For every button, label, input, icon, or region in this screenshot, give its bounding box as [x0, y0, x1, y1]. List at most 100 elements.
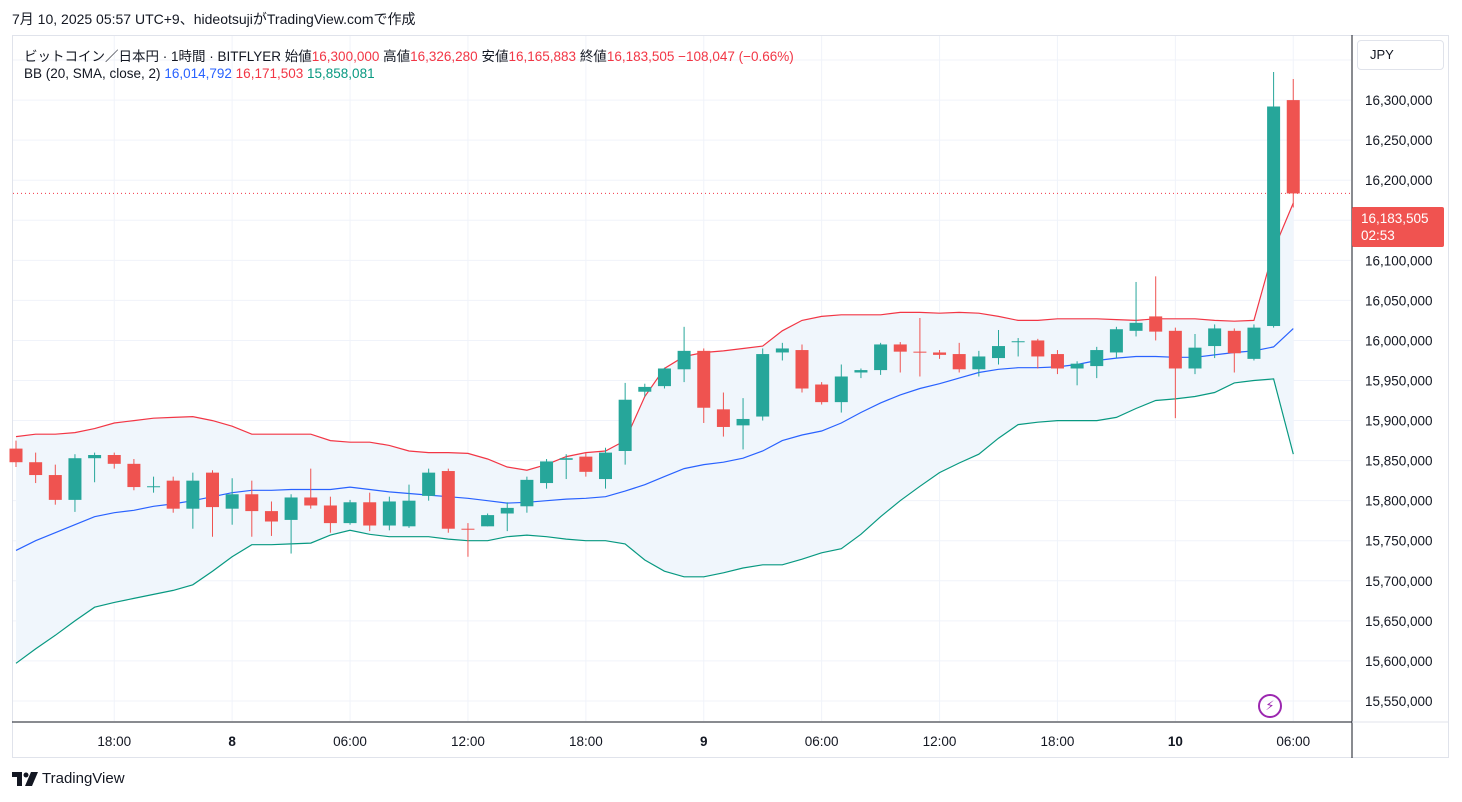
candle	[520, 476, 534, 513]
candle	[540, 459, 554, 489]
candle	[48, 464, 62, 505]
candle-body	[48, 475, 62, 500]
candle-body	[992, 346, 1005, 359]
time-tick-label: 06:00	[805, 734, 839, 749]
last-price-label: 16,183,505	[1361, 211, 1429, 226]
candle-body	[657, 368, 671, 387]
candle-body	[972, 356, 986, 370]
price-tick-label: 16,200,000	[1365, 173, 1433, 188]
candle-body	[166, 480, 180, 509]
candle	[343, 499, 357, 525]
candle	[1129, 281, 1143, 337]
candle	[186, 472, 200, 529]
open-label: 始値	[284, 49, 312, 64]
candle-body	[559, 458, 573, 460]
symbol-legend[interactable]: ビットコイン／日本円 · 1時間 · BITFLYER 始値16,300,000…	[24, 45, 794, 65]
candle	[382, 496, 396, 531]
open-value: 16,300,000	[311, 49, 380, 64]
bollinger-band-fill	[16, 203, 1294, 664]
price-axis[interactable]: 16,350,00016,300,00016,250,00016,200,000…	[1365, 53, 1433, 709]
symbol-name: ビットコイン／日本円 · 1時間 · BITFLYER	[24, 49, 282, 64]
candle-body	[795, 350, 809, 389]
candle-body	[1247, 327, 1261, 359]
candle	[815, 382, 829, 405]
candle	[481, 513, 495, 527]
bb-upper-line	[15, 202, 1294, 471]
change-value: −108,047 (−0.66%)	[678, 49, 794, 64]
time-tick-label: 18:00	[1041, 734, 1075, 749]
indicator-legend[interactable]: BB (20, SMA, close, 2) 16,014,792 16,171…	[24, 66, 375, 81]
candle	[402, 484, 416, 528]
candle	[9, 440, 23, 468]
candle-body	[736, 418, 750, 426]
candle-body	[618, 399, 632, 452]
time-axis[interactable]: 18:00 8 06:00 12:00 18:00 9 06:00 12:00 18:00 10 0…	[97, 734, 1310, 749]
candle-body	[225, 494, 239, 509]
high-label: 高値	[383, 49, 411, 64]
candle	[1267, 72, 1281, 328]
tv-logo-icon	[12, 771, 38, 786]
candle	[166, 476, 180, 513]
candle	[618, 382, 632, 465]
bb-upper-value: 16,171,503	[235, 66, 304, 81]
tradingview-logo[interactable]: TradingView	[12, 770, 125, 787]
candle	[599, 447, 612, 489]
candle-body	[9, 448, 23, 463]
time-tick-label: 8	[228, 734, 236, 749]
candle-body	[441, 471, 455, 529]
candle	[579, 452, 593, 477]
candle-body	[264, 511, 278, 522]
candle-body	[1031, 340, 1045, 357]
candle-body	[1168, 330, 1182, 369]
candle	[147, 476, 161, 493]
candle-body	[304, 497, 318, 506]
candle-body	[422, 472, 436, 496]
candle-body	[1011, 341, 1025, 343]
candle	[795, 344, 809, 393]
lightning-icon[interactable]: ⚡	[1258, 694, 1282, 718]
candle	[834, 364, 848, 413]
currency-button[interactable]: JPY	[1357, 40, 1444, 70]
candle-body	[520, 479, 534, 507]
candle	[972, 350, 986, 377]
price-tick-label: 16,000,000	[1365, 333, 1433, 348]
candle-body	[343, 502, 357, 524]
candle	[952, 342, 966, 373]
time-tick-label: 10	[1168, 734, 1183, 749]
candle-body	[382, 501, 396, 526]
candle	[29, 452, 43, 484]
price-tick-label: 16,050,000	[1365, 293, 1433, 308]
price-tick-label: 15,900,000	[1365, 414, 1433, 429]
candle-body	[677, 350, 691, 370]
candle	[264, 501, 278, 536]
candle	[559, 454, 573, 480]
candle-body	[599, 452, 612, 480]
candle-body	[1188, 347, 1202, 369]
candle	[1286, 79, 1300, 208]
price-tick-label: 15,800,000	[1365, 494, 1433, 509]
time-tick-label: 18:00	[97, 734, 131, 749]
candle-body	[402, 500, 416, 527]
candle-body	[756, 354, 770, 417]
candle-body	[1109, 329, 1123, 353]
candle	[225, 478, 239, 525]
candle-body	[834, 376, 848, 403]
candle-body	[874, 344, 888, 371]
candle	[1109, 326, 1123, 359]
candle	[775, 342, 789, 361]
price-tick-label: 15,650,000	[1365, 614, 1433, 629]
candle	[874, 342, 888, 375]
bb-lower-value: 15,858,081	[307, 66, 375, 81]
candle-body	[854, 370, 868, 373]
candle-body	[913, 351, 927, 353]
candle-body	[1050, 354, 1064, 369]
candle-body	[245, 494, 259, 512]
candle-body	[186, 480, 200, 509]
candle	[441, 468, 455, 533]
price-tick-label: 16,100,000	[1365, 253, 1433, 268]
candle-body	[1227, 330, 1241, 354]
candle-body	[579, 456, 593, 472]
candle	[1188, 334, 1202, 375]
candle-body	[88, 455, 102, 459]
